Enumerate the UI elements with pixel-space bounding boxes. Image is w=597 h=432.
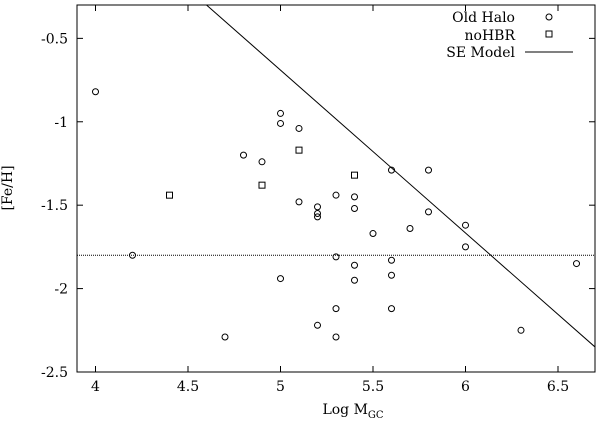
data-point-old-halo [129,251,136,259]
x-tick-label: 5 [276,379,285,395]
y-tick-label: -2 [54,282,68,298]
y-tick-label: -2.5 [41,365,68,381]
data-point-old-halo [388,305,395,313]
data-point-old-halo [92,88,99,96]
x-tick-label: 6.5 [547,379,569,395]
data-point-old-halo [425,166,432,174]
data-point-old-halo [258,158,266,166]
data-point-nohbr [295,146,303,154]
data-point-old-halo [277,275,284,283]
data-point-old-halo [314,203,321,211]
data-point-old-halo [277,119,284,127]
legend-label-old-halo: Old Halo [452,10,515,26]
y-tick-label: -1.5 [41,198,68,214]
data-point-old-halo [332,333,340,341]
data-point-old-halo [332,191,340,199]
data-point-old-halo [388,166,395,174]
data-point-old-halo [221,333,229,341]
se-model-line [206,5,595,348]
legend-label-se-model: SE Model [446,45,515,61]
x-tick-label: 6 [461,379,470,395]
x-tick-label: 5.5 [362,379,384,395]
plot-frame [76,4,596,373]
data-point-old-halo [388,256,395,264]
x-axis-label: Log MGC [322,402,383,421]
legend-label-nohbr: noHBR [465,28,516,44]
data-point-old-halo [462,221,469,229]
data-point-nohbr [166,191,173,199]
data-point-old-halo [406,225,414,233]
x-tick-label: 4 [91,379,100,395]
data-point-old-halo [462,243,469,251]
x-tick-label: 4.5 [177,379,199,395]
data-point-old-halo [332,305,340,313]
model-lines [77,5,595,348]
data-point-old-halo [351,261,358,269]
data-point-old-halo [314,321,321,329]
data-point-old-halo [351,193,358,201]
data-points [92,88,580,341]
legend-marker-nohbr [545,30,553,38]
data-point-old-halo [388,271,395,279]
y-tick-label: -1 [54,115,68,131]
y-tick-label: -0.5 [41,31,68,47]
data-point-old-halo [314,210,321,218]
y-axis-label: [Fe/H] [0,165,16,210]
data-point-old-halo [573,260,580,268]
data-point-old-halo [277,109,284,117]
data-point-old-halo [369,230,377,238]
data-point-old-halo [425,208,432,216]
data-point-nohbr [351,171,358,179]
legend: Old Halo noHBR SE Model [446,10,573,61]
data-point-old-halo [351,276,358,284]
data-point-old-halo [517,326,525,334]
data-point-old-halo [351,205,358,213]
data-point-old-halo [295,124,303,132]
data-point-old-halo [332,253,340,261]
data-point-old-halo [314,213,321,221]
axis-ticks: 4 4.5 5 5.5 6 6.5 -0.5 -1 -1.5 -2 -2.5 [41,5,595,395]
legend-marker-old-halo [545,13,553,21]
data-point-nohbr [258,181,266,189]
data-point-old-halo [240,151,247,159]
data-point-old-halo [295,198,303,206]
